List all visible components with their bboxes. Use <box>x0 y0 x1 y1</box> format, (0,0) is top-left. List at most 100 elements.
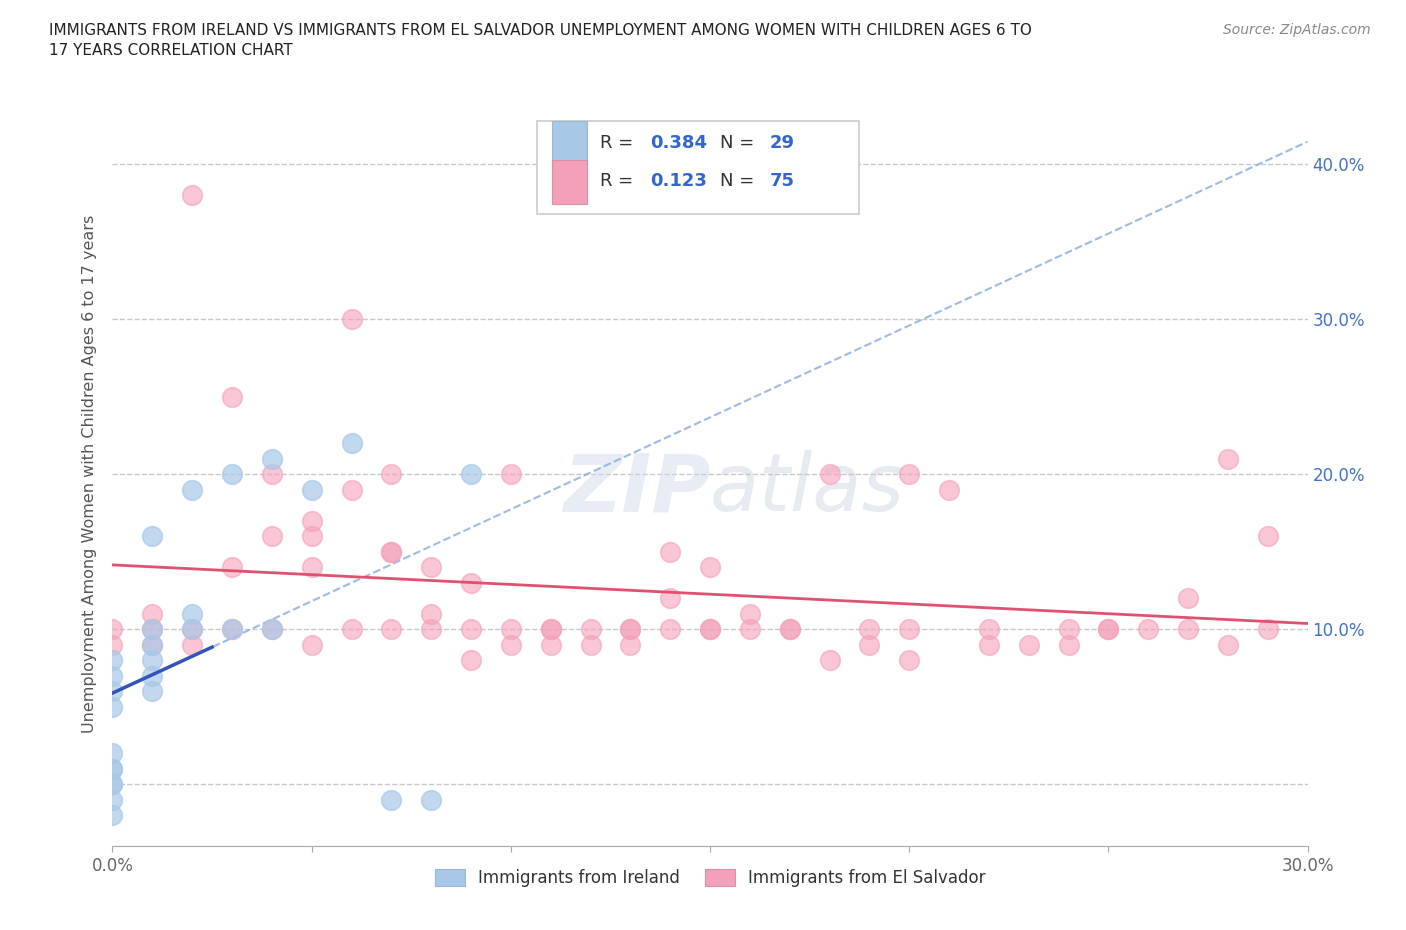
Point <box>301 560 323 575</box>
Point <box>380 792 402 807</box>
Point <box>1097 622 1119 637</box>
Point <box>101 762 124 777</box>
Point <box>659 591 682 605</box>
Point <box>101 684 124 698</box>
Point <box>738 622 761 637</box>
Text: atlas: atlas <box>710 450 905 528</box>
Point <box>340 622 363 637</box>
Point <box>898 653 921 668</box>
Point <box>420 622 443 637</box>
Point <box>141 529 163 544</box>
Point <box>619 622 641 637</box>
Point <box>699 622 721 637</box>
Point <box>221 622 243 637</box>
Point <box>141 669 163 684</box>
Point <box>380 544 402 559</box>
Legend: Immigrants from Ireland, Immigrants from El Salvador: Immigrants from Ireland, Immigrants from… <box>427 862 993 894</box>
Point <box>540 622 562 637</box>
Point <box>1257 622 1279 637</box>
Text: 29: 29 <box>770 134 794 152</box>
Point <box>818 653 841 668</box>
Point <box>181 606 204 621</box>
Point <box>221 390 243 405</box>
Point <box>818 467 841 482</box>
Point <box>499 467 522 482</box>
Text: 75: 75 <box>770 172 794 191</box>
Text: 0.123: 0.123 <box>650 172 707 191</box>
Point <box>1137 622 1160 637</box>
Point <box>779 622 801 637</box>
Point <box>141 653 163 668</box>
Point <box>460 622 482 637</box>
Point <box>101 808 124 823</box>
Point <box>460 653 482 668</box>
Point <box>540 622 562 637</box>
Point <box>779 622 801 637</box>
Text: N =: N = <box>720 172 759 191</box>
Point <box>858 622 880 637</box>
Point <box>977 622 1000 637</box>
Point <box>101 699 124 714</box>
Point <box>460 576 482 591</box>
Point <box>420 792 443 807</box>
Point <box>659 622 682 637</box>
Point <box>1177 622 1199 637</box>
Point <box>579 637 602 652</box>
Point <box>301 529 323 544</box>
Point <box>101 777 124 791</box>
Point <box>898 467 921 482</box>
Point <box>540 637 562 652</box>
Point <box>301 513 323 528</box>
Point <box>260 529 283 544</box>
Point <box>977 637 1000 652</box>
Point <box>1216 637 1239 652</box>
Point <box>101 669 124 684</box>
Point <box>101 746 124 761</box>
Point <box>1057 637 1080 652</box>
FancyBboxPatch shape <box>537 121 859 214</box>
Point <box>141 637 163 652</box>
Point <box>260 467 283 482</box>
Point <box>699 560 721 575</box>
Y-axis label: Unemployment Among Women with Children Ages 6 to 17 years: Unemployment Among Women with Children A… <box>82 215 97 734</box>
Point <box>101 762 124 777</box>
Point <box>181 622 204 637</box>
Point <box>659 544 682 559</box>
Point <box>938 483 960 498</box>
Point <box>1018 637 1040 652</box>
Point <box>260 451 283 466</box>
Point <box>221 622 243 637</box>
Point <box>898 622 921 637</box>
Text: ZIP: ZIP <box>562 450 710 528</box>
Text: R =: R = <box>600 172 640 191</box>
Point <box>141 622 163 637</box>
Point <box>1216 451 1239 466</box>
Point <box>619 622 641 637</box>
Point <box>340 436 363 451</box>
Point <box>260 622 283 637</box>
Text: IMMIGRANTS FROM IRELAND VS IMMIGRANTS FROM EL SALVADOR UNEMPLOYMENT AMONG WOMEN : IMMIGRANTS FROM IRELAND VS IMMIGRANTS FR… <box>49 23 1032 58</box>
Point <box>101 792 124 807</box>
Point <box>499 637 522 652</box>
FancyBboxPatch shape <box>553 121 586 166</box>
Point <box>499 622 522 637</box>
Point <box>380 544 402 559</box>
Point <box>181 622 204 637</box>
Point <box>579 622 602 637</box>
Text: R =: R = <box>600 134 640 152</box>
Point <box>1257 529 1279 544</box>
Point <box>301 483 323 498</box>
Text: Source: ZipAtlas.com: Source: ZipAtlas.com <box>1223 23 1371 37</box>
Point <box>181 637 204 652</box>
Point <box>101 777 124 791</box>
Point <box>141 606 163 621</box>
FancyBboxPatch shape <box>553 160 586 204</box>
Point <box>380 622 402 637</box>
Point <box>1097 622 1119 637</box>
Point <box>181 483 204 498</box>
Point <box>101 653 124 668</box>
Point <box>420 560 443 575</box>
Point <box>141 622 163 637</box>
Point <box>460 467 482 482</box>
Point <box>619 637 641 652</box>
